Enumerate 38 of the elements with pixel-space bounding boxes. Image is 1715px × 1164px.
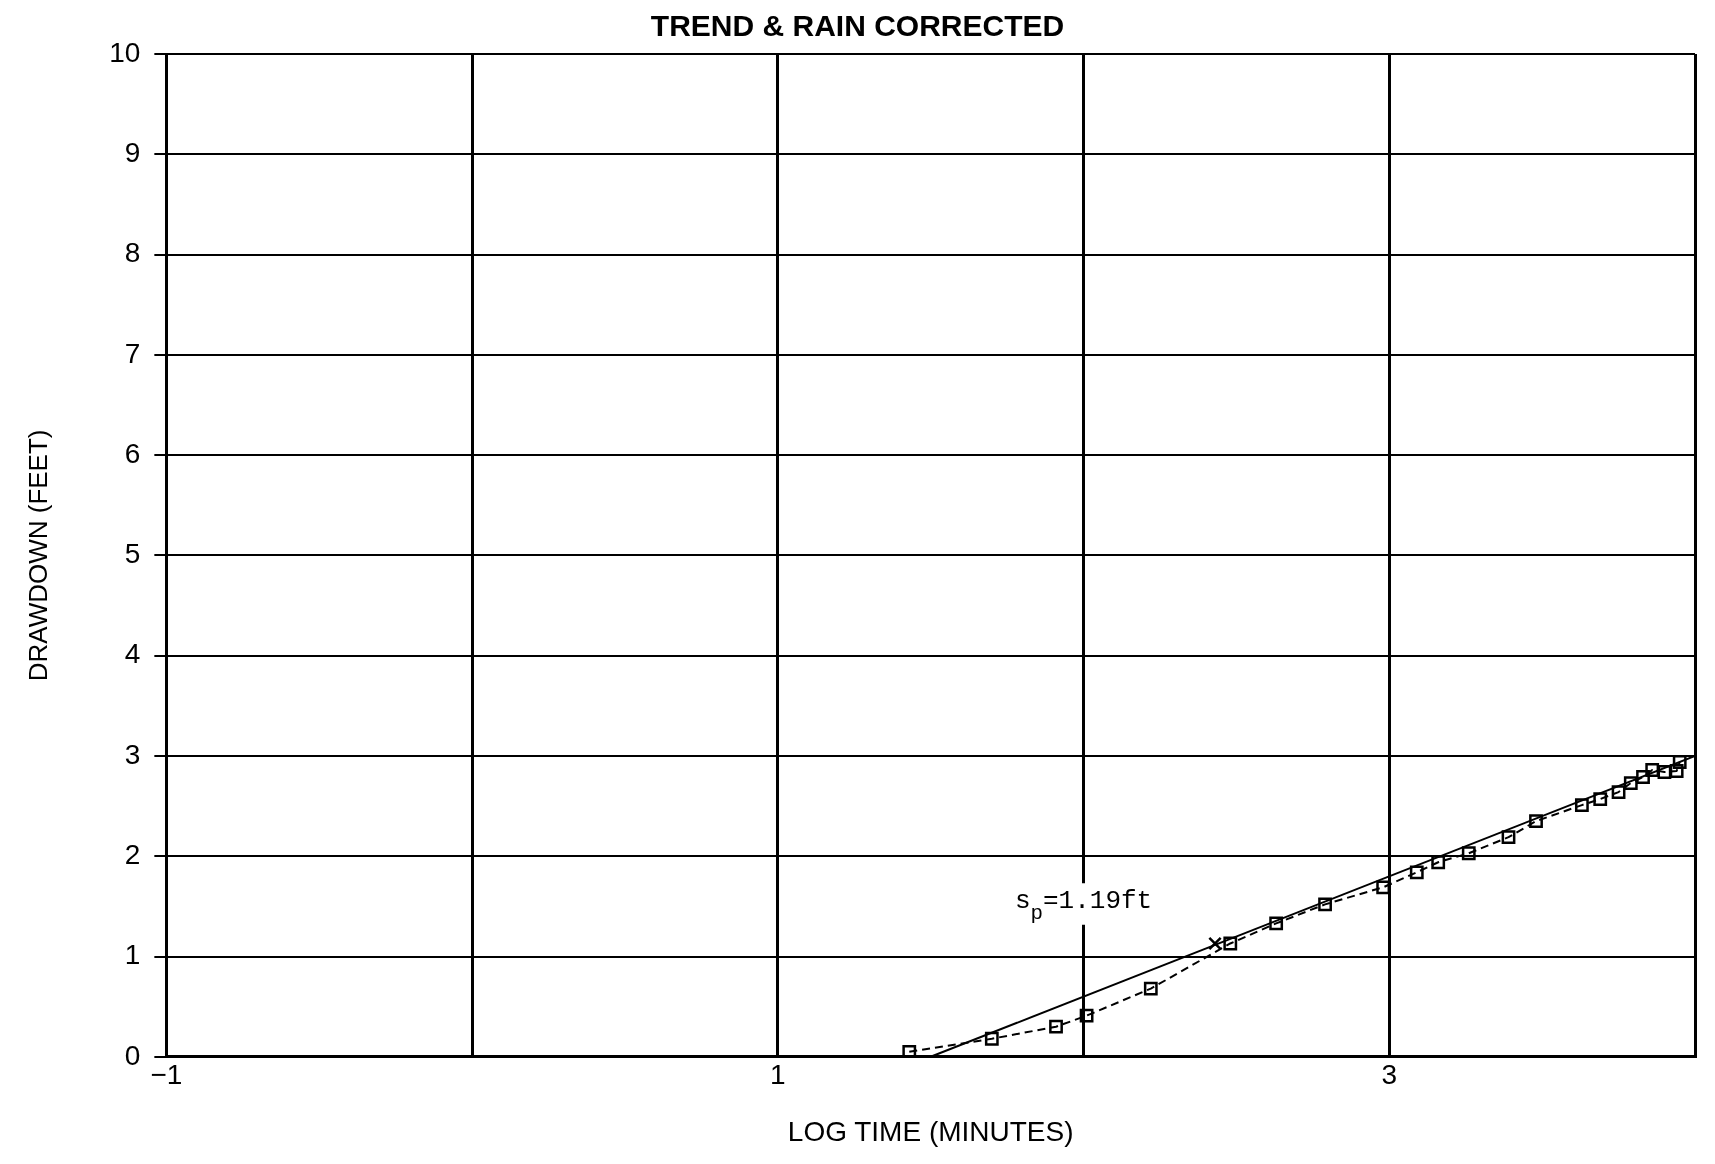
x-tick-label: 1 bbox=[770, 1059, 786, 1091]
point bbox=[1269, 916, 1284, 931]
y-tick-label: 1 bbox=[124, 939, 141, 971]
point bbox=[1574, 798, 1589, 812]
point bbox=[1623, 776, 1638, 790]
point bbox=[1079, 1008, 1094, 1023]
x-tick-label: 3 bbox=[1381, 1059, 1398, 1091]
point bbox=[1318, 897, 1332, 912]
point bbox=[1672, 755, 1687, 769]
x-axis-title: LOG TIME (MINUTES) bbox=[787, 1115, 1074, 1147]
y-tick-label: 7 bbox=[124, 337, 141, 369]
y-tick-label: 9 bbox=[124, 137, 141, 168]
y-tick-label: 5 bbox=[124, 538, 141, 570]
point bbox=[1223, 936, 1238, 951]
point bbox=[1501, 830, 1516, 845]
point bbox=[1409, 865, 1424, 880]
point bbox=[1431, 855, 1446, 870]
point bbox=[1143, 981, 1158, 996]
y-tick-label: 4 bbox=[124, 638, 141, 670]
chart-title: TREND & RAIN CORRECTED bbox=[650, 9, 1065, 43]
y-tick-label: 2 bbox=[124, 838, 141, 870]
point bbox=[1636, 770, 1650, 784]
point bbox=[1669, 764, 1684, 778]
point bbox=[1529, 814, 1543, 829]
point bbox=[1611, 785, 1626, 799]
y-tick-label: 8 bbox=[124, 237, 141, 269]
point bbox=[984, 1031, 999, 1046]
y-tick-label: 6 bbox=[124, 437, 141, 469]
y-tick-label: 10 bbox=[109, 36, 141, 68]
x-tick-label: −1 bbox=[150, 1059, 183, 1091]
y-tick-label: 0 bbox=[124, 1039, 141, 1071]
point bbox=[1461, 846, 1476, 861]
point bbox=[1645, 763, 1660, 777]
point bbox=[1593, 792, 1608, 806]
point bbox=[902, 1044, 917, 1057]
y-tick-label: 3 bbox=[124, 738, 141, 770]
point bbox=[1049, 1019, 1063, 1034]
y-axis-title: DRAWDOWN (FEET) bbox=[22, 429, 53, 682]
